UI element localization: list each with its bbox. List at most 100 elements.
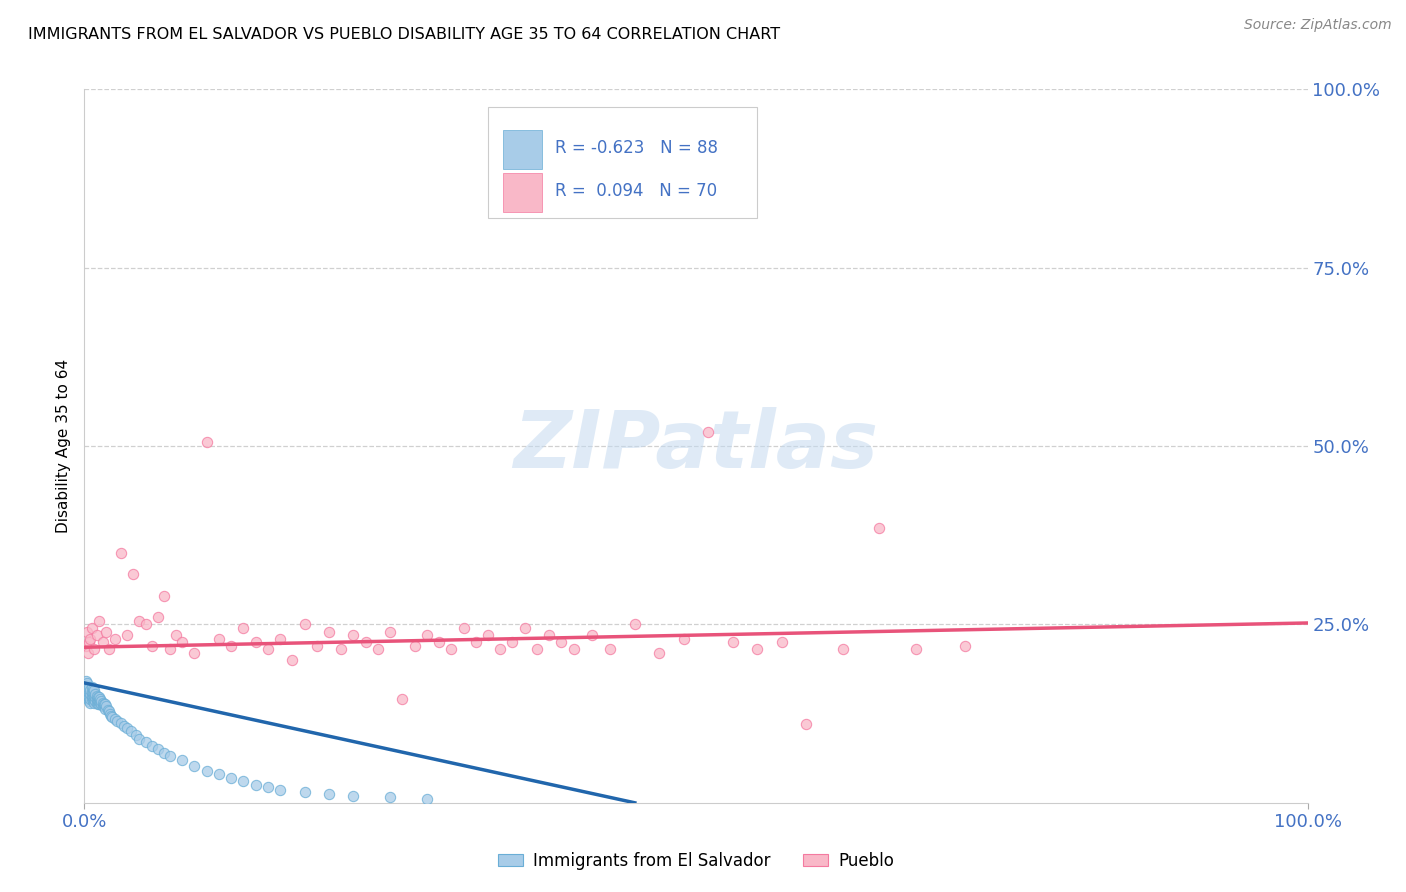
- Point: [105, 714, 128, 728]
- Point: [183, 646, 205, 660]
- Point: [367, 642, 389, 657]
- Point: [135, 617, 157, 632]
- Point: [232, 774, 254, 789]
- Point: [86, 692, 108, 706]
- Point: [79, 632, 101, 646]
- Point: [232, 621, 254, 635]
- Point: [391, 692, 413, 706]
- Text: R = -0.623   N = 88: R = -0.623 N = 88: [555, 139, 718, 157]
- Point: [80, 692, 103, 706]
- Point: [98, 706, 121, 721]
- Point: [87, 694, 110, 708]
- Point: [77, 685, 100, 699]
- Point: [100, 708, 122, 723]
- Point: [141, 639, 163, 653]
- Point: [86, 689, 108, 703]
- Point: [87, 690, 110, 705]
- Point: [77, 689, 100, 703]
- Point: [90, 698, 112, 712]
- Point: [75, 678, 97, 692]
- Point: [172, 753, 194, 767]
- Point: [380, 624, 402, 639]
- Point: [380, 790, 402, 805]
- Point: [77, 694, 100, 708]
- Point: [550, 635, 572, 649]
- Point: [747, 642, 769, 657]
- Point: [141, 739, 163, 753]
- Point: [77, 680, 100, 694]
- Point: [153, 589, 176, 603]
- Point: [110, 715, 132, 730]
- Point: [416, 792, 439, 806]
- Point: [97, 705, 120, 719]
- Point: [80, 621, 103, 635]
- Point: [86, 696, 108, 710]
- Point: [96, 624, 118, 639]
- Point: [294, 785, 316, 799]
- Point: [77, 635, 100, 649]
- Point: [94, 698, 117, 712]
- Text: R =  0.094   N = 70: R = 0.094 N = 70: [555, 182, 717, 200]
- Point: [599, 642, 621, 657]
- Point: [770, 635, 793, 649]
- Point: [648, 646, 671, 660]
- Point: [82, 681, 104, 696]
- Point: [84, 690, 107, 705]
- Point: [489, 642, 512, 657]
- Point: [165, 628, 187, 642]
- Point: [89, 692, 111, 706]
- Point: [404, 639, 426, 653]
- Point: [76, 624, 98, 639]
- Point: [77, 681, 100, 696]
- Point: [294, 617, 316, 632]
- Point: [80, 680, 103, 694]
- Point: [208, 632, 231, 646]
- Point: [330, 642, 353, 657]
- Point: [697, 425, 720, 439]
- Point: [93, 699, 115, 714]
- Point: [281, 653, 304, 667]
- Point: [77, 646, 100, 660]
- Point: [128, 614, 150, 628]
- Point: [453, 621, 475, 635]
- Point: [120, 724, 142, 739]
- Point: [208, 767, 231, 781]
- Y-axis label: Disability Age 35 to 64: Disability Age 35 to 64: [56, 359, 72, 533]
- Point: [135, 735, 157, 749]
- Point: [97, 703, 120, 717]
- Point: [91, 699, 114, 714]
- Point: [75, 681, 97, 696]
- Point: [80, 689, 103, 703]
- Text: IMMIGRANTS FROM EL SALVADOR VS PUEBLO DISABILITY AGE 35 TO 64 CORRELATION CHART: IMMIGRANTS FROM EL SALVADOR VS PUEBLO DI…: [28, 27, 780, 42]
- Point: [318, 624, 340, 639]
- Point: [562, 642, 585, 657]
- Point: [269, 783, 291, 797]
- Point: [122, 567, 145, 582]
- Point: [86, 628, 108, 642]
- Point: [354, 635, 377, 649]
- Point: [115, 721, 138, 735]
- Point: [104, 632, 127, 646]
- Point: [146, 610, 169, 624]
- Point: [159, 642, 181, 657]
- Point: [219, 771, 242, 785]
- Point: [538, 628, 561, 642]
- FancyBboxPatch shape: [503, 173, 541, 212]
- Point: [464, 635, 486, 649]
- Point: [183, 758, 205, 772]
- Point: [79, 683, 101, 698]
- Point: [101, 710, 124, 724]
- Point: [110, 546, 132, 560]
- Point: [172, 635, 194, 649]
- Point: [75, 685, 97, 699]
- Point: [94, 701, 117, 715]
- Point: [195, 764, 218, 778]
- Point: [87, 694, 110, 708]
- Point: [82, 694, 104, 708]
- Point: [153, 746, 176, 760]
- Point: [342, 628, 364, 642]
- Point: [624, 617, 647, 632]
- Point: [80, 685, 103, 699]
- Point: [96, 699, 118, 714]
- FancyBboxPatch shape: [503, 130, 541, 169]
